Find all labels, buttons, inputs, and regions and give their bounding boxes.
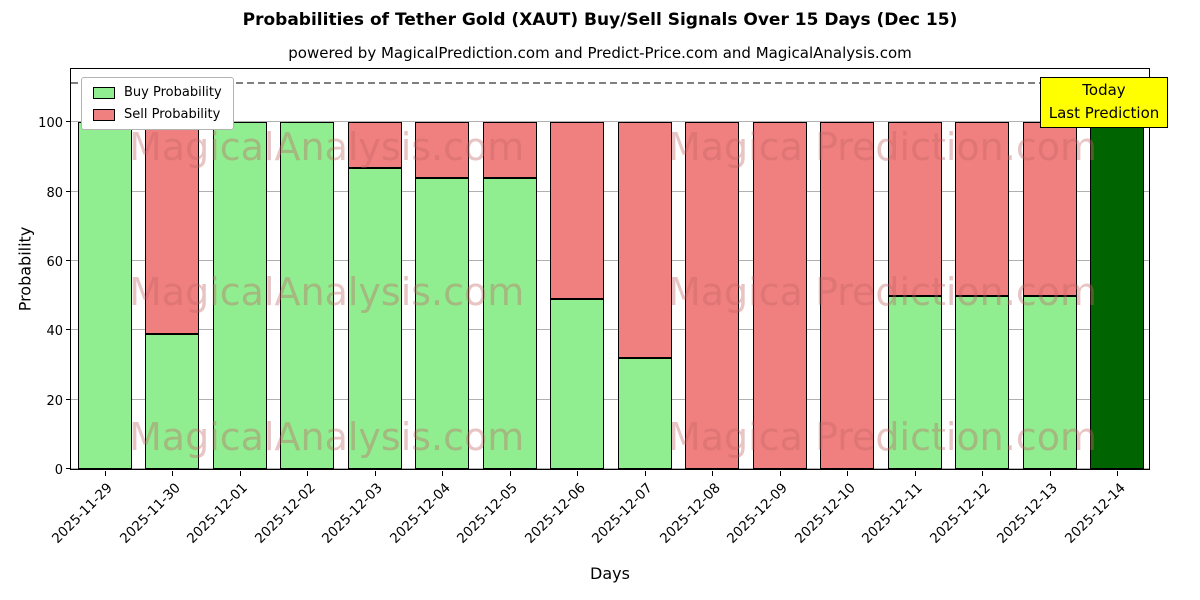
legend: Buy Probability Sell Probability xyxy=(81,77,234,130)
y-gridline xyxy=(71,398,1149,400)
x-tick-label: 2025-12-11 xyxy=(859,480,927,547)
buy-bar-segment xyxy=(482,177,537,469)
x-tick-label: 2025-12-04 xyxy=(386,480,454,547)
x-tick-mark xyxy=(1049,471,1051,476)
x-tick-label: 2025-12-06 xyxy=(521,480,589,547)
buy-bar-segment xyxy=(77,122,132,469)
y-tick-label: 40 xyxy=(46,324,63,340)
buy-bar-segment xyxy=(887,295,942,469)
x-tick-label: 2025-11-29 xyxy=(49,480,117,547)
today-annotation-line2: Last Prediction xyxy=(1048,104,1160,123)
buy-bar-segment xyxy=(280,122,335,469)
y-gridline xyxy=(71,121,1149,123)
sell-bar-segment xyxy=(347,122,402,168)
y-tick-mark xyxy=(66,260,71,262)
sell-bar-segment xyxy=(415,122,470,178)
x-tick-mark xyxy=(172,471,174,476)
today-annotation-line1: Today xyxy=(1082,81,1126,99)
sell-bar-segment xyxy=(482,122,537,178)
legend-item: Sell Probability xyxy=(93,107,222,122)
sell-bar-segment xyxy=(1022,122,1077,296)
x-tick-label: 2025-12-08 xyxy=(656,480,724,547)
dashed-guideline xyxy=(71,82,1149,85)
sell-bar-segment xyxy=(820,122,875,469)
x-tick-label: 2025-12-14 xyxy=(1061,480,1129,547)
sell-bar-segment xyxy=(955,122,1010,296)
sell-bar-segment xyxy=(550,122,605,300)
y-tick-label: 100 xyxy=(38,116,63,132)
y-tick-mark xyxy=(66,190,71,192)
y-gridline xyxy=(71,468,1149,469)
sell-bar-segment xyxy=(145,122,200,334)
x-tick-mark xyxy=(509,471,511,476)
x-tick-label: 2025-12-09 xyxy=(724,480,792,547)
buy-bar-segment xyxy=(1090,122,1145,469)
y-tick-mark xyxy=(66,468,71,469)
x-tick-mark xyxy=(779,471,781,476)
y-tick-mark xyxy=(66,121,71,123)
chart-subtitle: powered by MagicalPrediction.com and Pre… xyxy=(288,44,912,62)
today-annotation: Today Last Prediction xyxy=(1040,77,1168,128)
x-tick-label: 2025-12-07 xyxy=(589,480,657,547)
buy-bar-segment xyxy=(617,358,672,469)
x-tick-label: 2025-12-03 xyxy=(319,480,387,547)
buy-bar-segment xyxy=(1022,295,1077,469)
y-tick-mark xyxy=(66,398,71,400)
x-tick-mark xyxy=(982,471,984,476)
buy-bar-segment xyxy=(145,333,200,469)
x-tick-label: 2025-12-02 xyxy=(251,480,319,547)
plot-area: MagicalAnalysis.com Magica Prediction.co… xyxy=(38,68,1150,547)
buy-bar-segment xyxy=(955,295,1010,469)
buy-bar-segment xyxy=(212,122,267,469)
x-tick-mark xyxy=(442,471,444,476)
x-tick-label: 2025-11-30 xyxy=(116,480,184,547)
legend-item: Buy Probability xyxy=(93,85,222,100)
y-gridline xyxy=(71,190,1149,192)
x-tick-mark xyxy=(712,471,714,476)
x-tick-mark xyxy=(239,471,241,476)
legend-swatch xyxy=(93,108,115,121)
x-tick-mark xyxy=(914,471,916,476)
y-tick-mark xyxy=(66,329,71,331)
x-tick-mark xyxy=(644,471,646,476)
y-tick-label: 0 xyxy=(54,463,63,478)
x-tick-label: 2025-12-10 xyxy=(791,480,859,547)
legend-swatch xyxy=(93,86,115,99)
x-tick-mark xyxy=(577,471,579,476)
x-tick-label: 2025-12-13 xyxy=(994,480,1062,547)
sell-bar-segment xyxy=(617,122,672,359)
x-tick-mark xyxy=(307,471,309,476)
buy-bar-segment xyxy=(550,299,605,469)
x-tick-mark xyxy=(1117,471,1119,476)
x-tick-mark xyxy=(847,471,849,476)
y-tick-label: 20 xyxy=(46,393,63,409)
y-gridline xyxy=(71,260,1149,262)
y-tick-label: 60 xyxy=(46,255,63,271)
legend-label: Buy Probability xyxy=(124,85,222,100)
sell-bar-segment xyxy=(752,122,807,469)
x-axis-label: Days xyxy=(590,564,630,583)
chart-title: Probabilities of Tether Gold (XAUT) Buy/… xyxy=(242,10,958,30)
legend-label: Sell Probability xyxy=(124,107,221,122)
x-tick-mark xyxy=(104,471,106,476)
y-tick-label: 80 xyxy=(46,185,63,201)
x-tick-label: 2025-12-01 xyxy=(184,480,252,547)
sell-bar-segment xyxy=(887,122,942,296)
buy-bar-segment xyxy=(347,167,402,469)
x-tick-mark xyxy=(374,471,376,476)
buy-bar-segment xyxy=(415,177,470,469)
x-tick-label: 2025-12-12 xyxy=(926,480,994,547)
x-tick-label: 2025-12-05 xyxy=(454,480,522,547)
y-gridline xyxy=(71,329,1149,331)
sell-bar-segment xyxy=(685,122,740,469)
